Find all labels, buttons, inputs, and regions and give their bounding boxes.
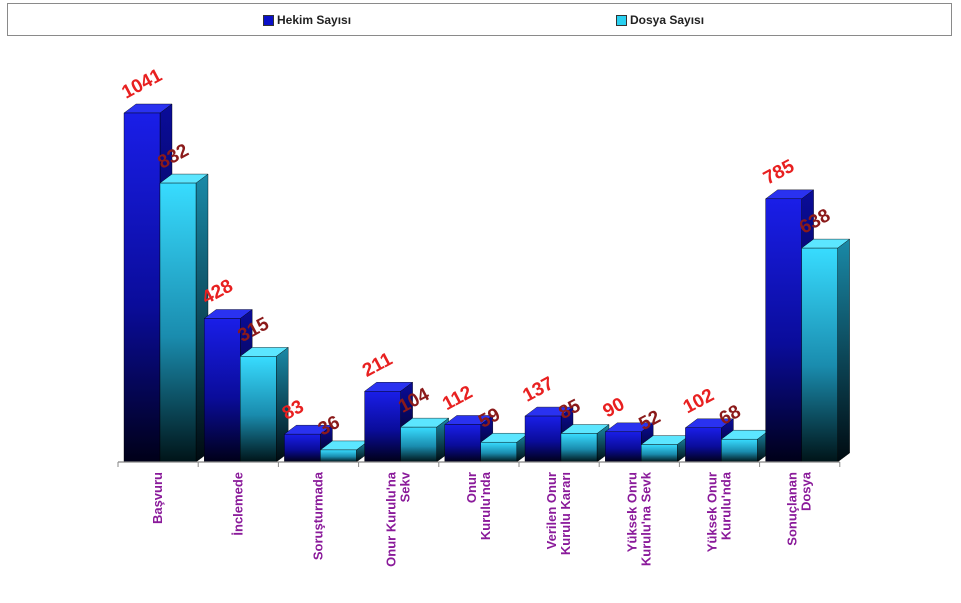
- bar: [400, 417, 450, 463]
- category-label: Başvuru: [150, 472, 165, 524]
- category-label: Onur: [464, 472, 479, 503]
- legend-swatch-dosya: [616, 14, 627, 26]
- category-label: Kurulu Kararı: [558, 472, 573, 555]
- category-label: Sonuçlanan: [785, 472, 800, 546]
- legend-swatch-hekim: [263, 14, 274, 26]
- data-label: 102: [680, 385, 718, 418]
- category-label: Yüksek Onur: [705, 472, 720, 552]
- data-label: 211: [359, 349, 396, 382]
- category-label: Verilen Onur: [544, 472, 559, 549]
- data-label: 112: [439, 382, 476, 415]
- data-label: 1041: [118, 65, 166, 104]
- bar: [720, 429, 771, 463]
- legend: Hekim Sayısı Dosya Sayısı: [7, 3, 952, 36]
- category-label: Sekv: [398, 471, 413, 502]
- data-label: 785: [760, 156, 798, 190]
- bar: [800, 238, 851, 463]
- bar: [560, 424, 610, 463]
- category-label: Yüksek Onru: [624, 472, 639, 552]
- bar: [640, 435, 690, 463]
- legend-label-hekim: Hekim Sayısı: [277, 13, 352, 27]
- legend-label-dosya: Dosya Sayısı: [630, 13, 705, 27]
- category-label: Kurulu'nda: [719, 471, 734, 540]
- bar: [480, 432, 530, 463]
- data-label: 137: [519, 373, 557, 406]
- category-label: Soruşturmada: [311, 471, 326, 560]
- bar: [159, 173, 209, 463]
- legend-item-hekim: Hekim Sayısı: [263, 13, 351, 27]
- legend-item-dosya: Dosya Sayısı: [616, 13, 704, 27]
- category-label: Kurulu'na Sevk: [638, 471, 653, 566]
- data-label: 90: [600, 394, 629, 422]
- category-label: Kurulu'nda: [478, 471, 493, 540]
- category-label: İnclemede: [230, 472, 245, 536]
- category-label: Onur Kurulu'na: [384, 471, 399, 567]
- category-label: Dosya: [799, 471, 814, 511]
